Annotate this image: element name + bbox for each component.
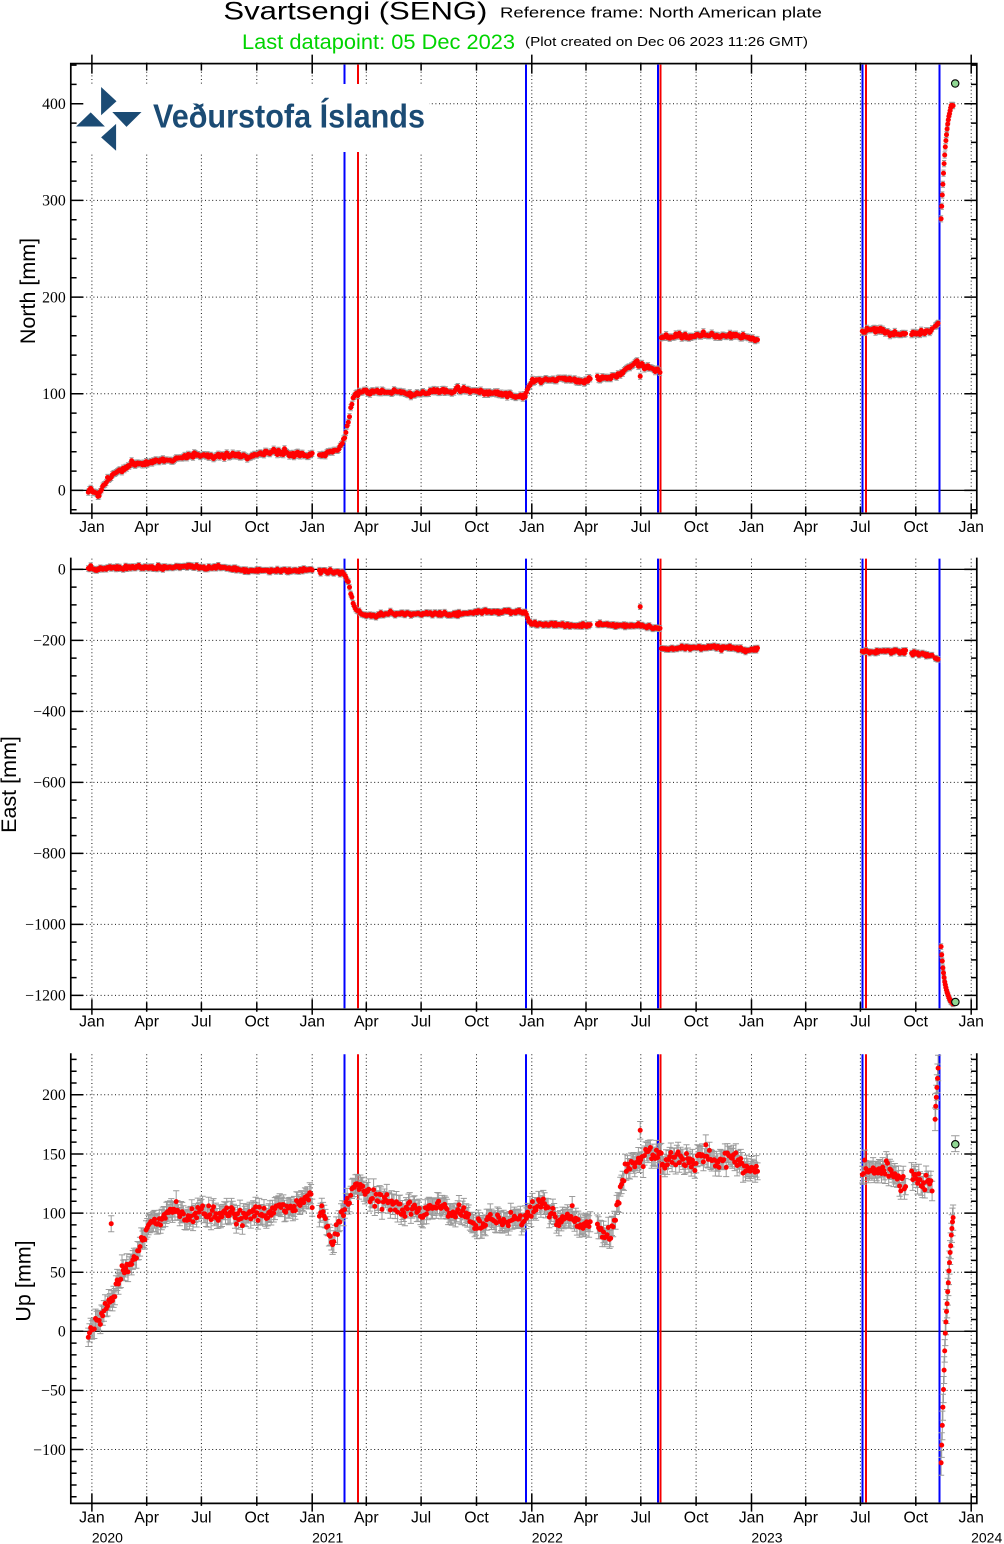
svg-text:300: 300 xyxy=(42,193,66,210)
svg-text:Oct: Oct xyxy=(245,1014,270,1031)
svg-text:Jul: Jul xyxy=(191,1014,211,1031)
svg-text:100: 100 xyxy=(42,386,66,403)
svg-text:−1000: −1000 xyxy=(25,917,66,934)
svg-text:Jan: Jan xyxy=(79,1014,104,1031)
svg-text:Oct: Oct xyxy=(684,1014,709,1031)
svg-text:Jul: Jul xyxy=(631,1014,651,1031)
svg-text:Oct: Oct xyxy=(904,1014,929,1031)
svg-text:150: 150 xyxy=(42,1146,66,1163)
svg-text:Jan: Jan xyxy=(739,1510,764,1527)
svg-text:East [mm]: East [mm] xyxy=(0,736,21,833)
svg-text:Jan: Jan xyxy=(299,1014,324,1031)
svg-text:100: 100 xyxy=(42,1205,66,1222)
svg-text:Jan: Jan xyxy=(739,519,764,536)
svg-text:Veðurstofa Íslands: Veðurstofa Íslands xyxy=(153,98,425,135)
svg-text:Jan: Jan xyxy=(519,519,544,536)
svg-text:Apr: Apr xyxy=(354,519,379,536)
svg-text:Jul: Jul xyxy=(411,519,431,536)
svg-text:Up [mm]: Up [mm] xyxy=(11,1240,35,1321)
svg-text:Jul: Jul xyxy=(850,1510,870,1527)
svg-text:Jan: Jan xyxy=(958,519,983,536)
svg-text:0: 0 xyxy=(58,483,66,500)
svg-text:Apr: Apr xyxy=(574,1510,599,1527)
svg-text:Oct: Oct xyxy=(684,519,709,536)
svg-text:2020: 2020 xyxy=(92,1529,123,1544)
svg-text:Jan: Jan xyxy=(958,1014,983,1031)
svg-text:North [mm]: North [mm] xyxy=(16,238,40,344)
svg-text:Apr: Apr xyxy=(574,519,599,536)
svg-text:2024: 2024 xyxy=(971,1529,1002,1544)
svg-text:Svartsengi (SENG): Svartsengi (SENG) xyxy=(223,0,487,26)
svg-text:0: 0 xyxy=(58,1324,66,1341)
svg-text:Jan: Jan xyxy=(958,1510,983,1527)
svg-text:50: 50 xyxy=(50,1265,66,1282)
svg-text:Jan: Jan xyxy=(299,1510,324,1527)
svg-text:−1200: −1200 xyxy=(25,988,66,1005)
svg-text:400: 400 xyxy=(42,96,66,113)
svg-text:0: 0 xyxy=(58,562,66,579)
svg-text:Oct: Oct xyxy=(904,1510,929,1527)
svg-text:−400: −400 xyxy=(33,704,66,721)
svg-text:−200: −200 xyxy=(33,633,66,650)
svg-text:2021: 2021 xyxy=(312,1529,343,1544)
svg-text:Oct: Oct xyxy=(684,1510,709,1527)
svg-text:Jul: Jul xyxy=(631,1510,651,1527)
svg-text:200: 200 xyxy=(42,1087,66,1104)
svg-text:Reference frame: North America: Reference frame: North American plate xyxy=(500,5,822,22)
svg-text:Apr: Apr xyxy=(793,1014,818,1031)
svg-text:Jan: Jan xyxy=(739,1014,764,1031)
svg-text:Jul: Jul xyxy=(850,1014,870,1031)
svg-text:Jul: Jul xyxy=(191,519,211,536)
svg-text:Apr: Apr xyxy=(134,1014,159,1031)
svg-text:(Plot created on Dec 06 2023 1: (Plot created on Dec 06 2023 11:26 GMT) xyxy=(525,35,808,49)
svg-text:Jan: Jan xyxy=(519,1510,544,1527)
svg-text:Apr: Apr xyxy=(354,1014,379,1031)
svg-text:Apr: Apr xyxy=(793,1510,818,1527)
svg-text:Apr: Apr xyxy=(574,1014,599,1031)
svg-text:Apr: Apr xyxy=(354,1510,379,1527)
svg-text:Jan: Jan xyxy=(299,519,324,536)
svg-text:2022: 2022 xyxy=(532,1529,563,1544)
svg-text:Oct: Oct xyxy=(464,1014,489,1031)
svg-text:Apr: Apr xyxy=(134,519,159,536)
svg-text:Jul: Jul xyxy=(411,1510,431,1527)
svg-text:−100: −100 xyxy=(33,1442,66,1459)
svg-text:Jul: Jul xyxy=(850,519,870,536)
svg-text:Last datapoint: 05 Dec 2023: Last datapoint: 05 Dec 2023 xyxy=(242,30,515,54)
svg-text:Apr: Apr xyxy=(793,519,818,536)
svg-text:Oct: Oct xyxy=(245,519,270,536)
svg-text:Jul: Jul xyxy=(191,1510,211,1527)
svg-text:Oct: Oct xyxy=(904,519,929,536)
svg-text:Oct: Oct xyxy=(464,519,489,536)
svg-text:Apr: Apr xyxy=(134,1510,159,1527)
svg-text:Jan: Jan xyxy=(79,1510,104,1527)
svg-text:−600: −600 xyxy=(33,775,66,792)
svg-text:Jul: Jul xyxy=(631,519,651,536)
svg-text:2023: 2023 xyxy=(751,1529,782,1544)
svg-text:Oct: Oct xyxy=(464,1510,489,1527)
svg-text:Jan: Jan xyxy=(79,519,104,536)
svg-text:Oct: Oct xyxy=(245,1510,270,1527)
svg-text:−800: −800 xyxy=(33,846,66,863)
svg-text:Jul: Jul xyxy=(411,1014,431,1031)
svg-text:Jan: Jan xyxy=(519,1014,544,1031)
svg-text:−50: −50 xyxy=(41,1383,66,1400)
svg-text:200: 200 xyxy=(42,289,66,306)
